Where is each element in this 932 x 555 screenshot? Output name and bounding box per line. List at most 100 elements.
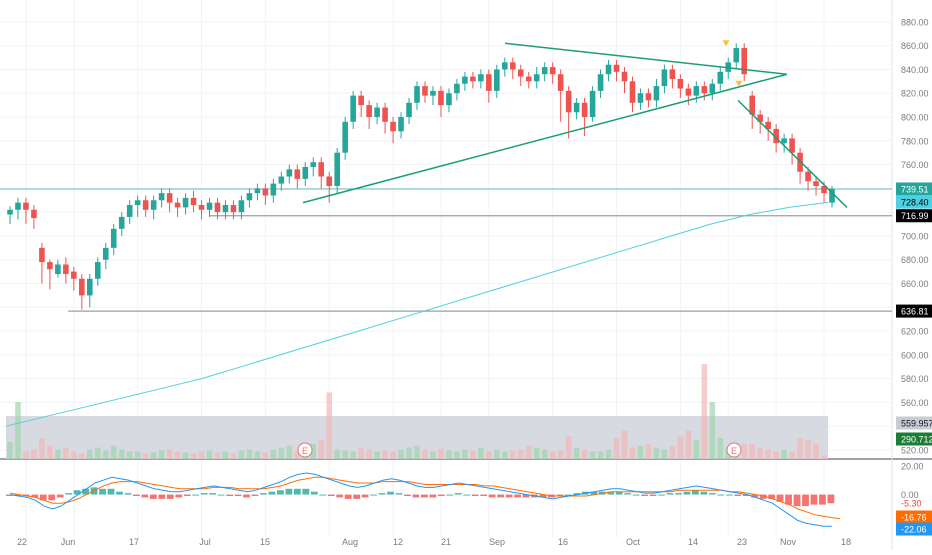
volume-bar (182, 452, 189, 459)
candle-body (653, 86, 660, 101)
macd-histogram-bar (39, 494, 47, 501)
macd-histogram-bar (437, 494, 445, 496)
macd-histogram-bar (488, 494, 496, 498)
macd-line (10, 472, 832, 527)
macd-label: -22.06 (901, 525, 927, 535)
macd-histogram-bar (505, 494, 513, 498)
macd-histogram-bar (564, 494, 572, 496)
date-axis-tick: 18 (841, 537, 851, 547)
volume-bar (781, 449, 787, 459)
candle-body (334, 152, 340, 186)
price-label: 636.81 (901, 307, 929, 317)
price-axis-tick: 840.00 (901, 65, 929, 75)
candle-body (621, 71, 628, 82)
macd-histogram-bar (141, 494, 149, 498)
volume-bar (342, 450, 348, 459)
macd-histogram-bar (725, 494, 733, 496)
macd-histogram-bar (378, 493, 386, 495)
volume-bar (581, 449, 588, 459)
macd-histogram-bar (116, 491, 123, 495)
macd-histogram-bar (429, 494, 437, 498)
earnings-marker-label: E (731, 446, 737, 456)
volume-bar (533, 447, 540, 459)
volume-bar (605, 449, 612, 459)
macd-histogram-bar (675, 493, 682, 495)
macd-histogram-bar (759, 494, 767, 499)
macd-histogram-bar (107, 488, 115, 495)
date-axis-tick: Oct (626, 537, 641, 547)
macd-histogram-bar (327, 494, 335, 496)
price-label: 559.957K (901, 419, 932, 429)
trendline-support (302, 73, 788, 204)
price-label: 290.712K (901, 435, 932, 445)
volume-bar (653, 447, 660, 459)
volume-bar (318, 440, 325, 459)
candle-body (87, 278, 93, 296)
date-axis-tick: Nov (780, 537, 797, 547)
volume-bar (741, 443, 748, 459)
volume-bar (390, 451, 396, 459)
candle-body (118, 216, 125, 229)
macd-histogram-bar (226, 494, 233, 496)
macd-histogram-bar (751, 494, 759, 498)
macd-axis-tick: 20.00 (901, 461, 924, 471)
volume-bar (438, 448, 444, 459)
volume-bar (597, 451, 604, 459)
macd-histogram-bar (260, 493, 267, 495)
candle-body (166, 193, 173, 203)
macd-histogram-bar (497, 494, 504, 498)
macd-histogram-bar (480, 494, 488, 496)
macd-histogram-bar (742, 494, 750, 496)
candle-body (789, 138, 795, 153)
price-label-box (896, 195, 932, 209)
candle-body (134, 200, 141, 206)
macd-label: -5.30 (901, 499, 922, 509)
macd-histogram-bar (99, 488, 106, 495)
trendline-resistance (504, 42, 788, 75)
volume-bar (454, 451, 460, 459)
volume-bar (685, 430, 692, 459)
volume-bar (230, 453, 237, 459)
volume-bar (693, 440, 700, 459)
macd-histogram-bar (573, 493, 581, 495)
candle-body (382, 107, 388, 122)
candle-body (214, 202, 221, 213)
signal-triangle (735, 80, 743, 87)
volume-bar (126, 451, 133, 459)
volume-bar (15, 402, 21, 459)
macd-histogram-bar (421, 494, 428, 498)
candle-body (478, 74, 484, 82)
macd-histogram-bar (158, 494, 166, 499)
candle-body (693, 86, 700, 96)
volume-bar (805, 440, 811, 459)
volume-bar (39, 438, 45, 459)
volume-bar (158, 450, 165, 459)
volume-bar (773, 451, 779, 459)
volume-bar (190, 453, 197, 459)
macd-histogram-bar (149, 494, 157, 499)
candle-body (438, 90, 444, 106)
volume-bar (446, 450, 452, 459)
volume-bar (661, 449, 668, 459)
volume-bar (166, 449, 173, 459)
volume-bar (23, 451, 29, 459)
price-axis-tick: 800.00 (901, 113, 929, 123)
macd-histogram-bar (319, 494, 327, 496)
volume-bar (709, 402, 716, 459)
macd-histogram-bar (217, 494, 225, 496)
volume-bar (47, 445, 53, 459)
candle-body (94, 262, 101, 279)
candle-body (470, 76, 476, 82)
price-label: 739.51 (901, 184, 929, 194)
candle-body (310, 162, 317, 167)
macd-histogram-bar (353, 494, 361, 499)
volume-bar (422, 449, 428, 459)
volume-bar (102, 450, 109, 459)
candle-body (230, 205, 237, 213)
signal-triangle (722, 40, 730, 47)
candle-body (741, 48, 748, 75)
macd-histogram-bar (124, 493, 132, 495)
candle-body (366, 105, 372, 118)
macd-histogram-bar (293, 488, 301, 495)
volume-bar (621, 430, 628, 459)
